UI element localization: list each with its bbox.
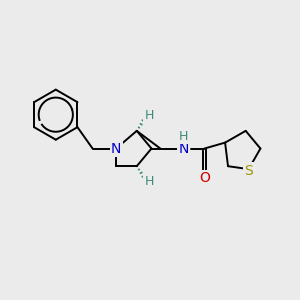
Text: H: H	[144, 175, 154, 188]
Text: H: H	[179, 130, 188, 143]
Text: O: O	[199, 171, 210, 185]
Text: N: N	[179, 142, 189, 155]
Text: H: H	[144, 109, 154, 122]
Text: N: N	[111, 142, 121, 155]
Text: S: S	[244, 164, 253, 178]
